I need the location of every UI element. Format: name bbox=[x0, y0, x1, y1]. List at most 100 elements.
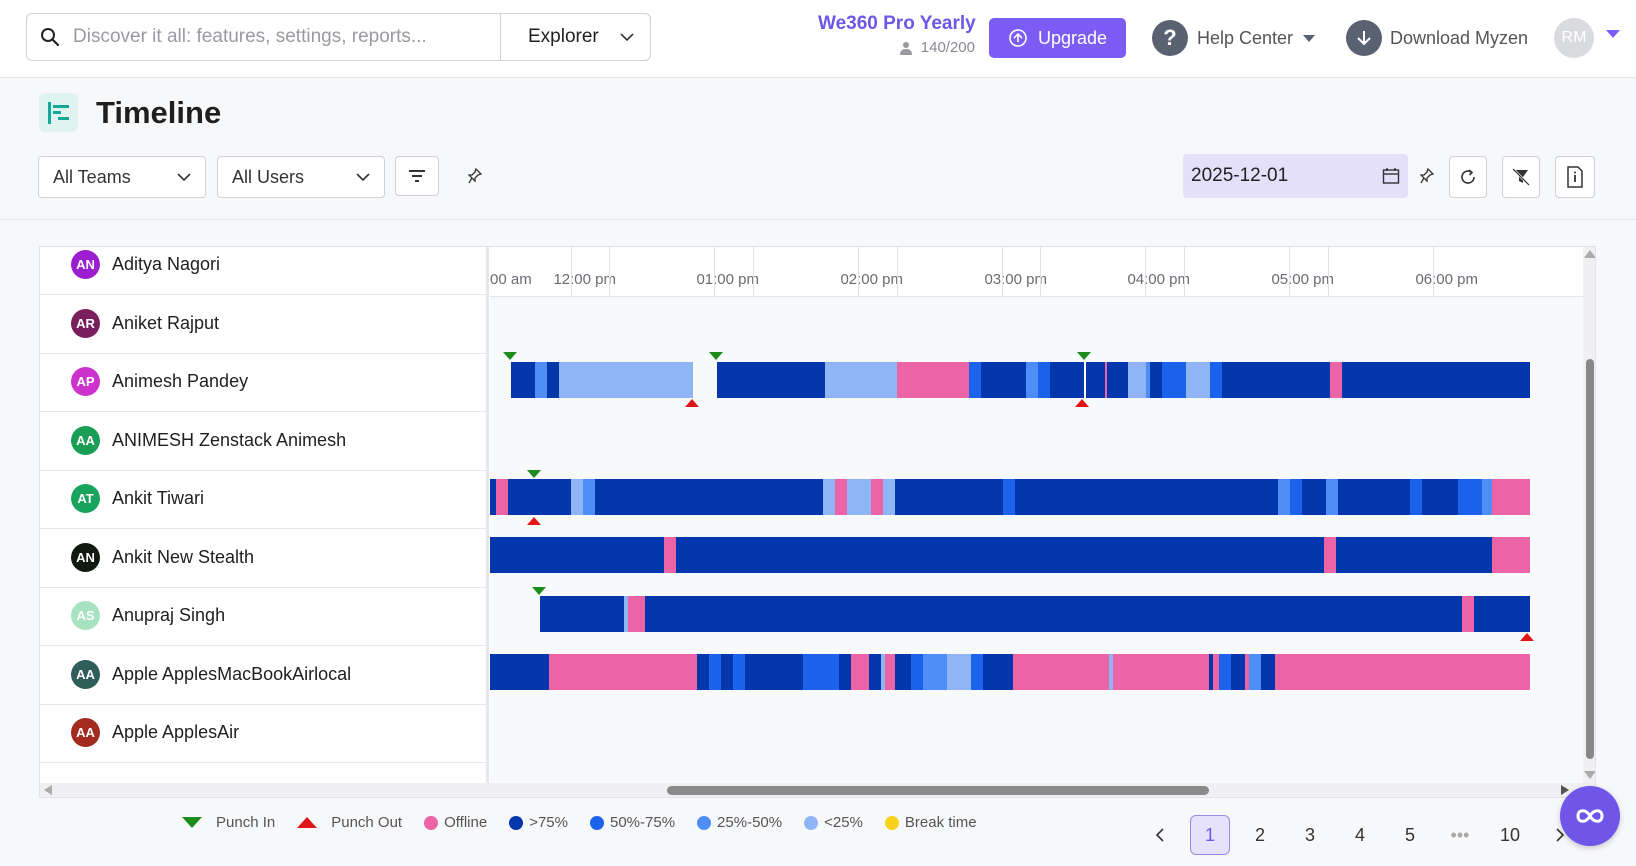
activity-segment[interactable] bbox=[664, 537, 676, 573]
activity-bar[interactable] bbox=[490, 654, 1583, 690]
date-picker[interactable]: 2025-12-01 bbox=[1183, 154, 1408, 198]
activity-segment[interactable] bbox=[1324, 537, 1336, 573]
activity-segment[interactable] bbox=[1231, 654, 1245, 690]
user-row[interactable]: AP Animesh Pandey bbox=[40, 351, 486, 412]
activity-segment[interactable] bbox=[1105, 362, 1107, 398]
filter-button[interactable] bbox=[395, 156, 439, 196]
user-name[interactable]: Apple ApplesAir bbox=[112, 721, 240, 742]
activity-segment[interactable] bbox=[823, 479, 835, 515]
search-bar[interactable]: Discover it all: features, settings, rep… bbox=[26, 13, 651, 61]
activity-segment[interactable] bbox=[839, 654, 851, 690]
activity-segment[interactable] bbox=[923, 654, 947, 690]
activity-segment[interactable] bbox=[733, 654, 745, 690]
activity-segment[interactable] bbox=[508, 479, 571, 515]
activity-segment[interactable] bbox=[1482, 479, 1492, 515]
next-page-button[interactable] bbox=[1535, 815, 1585, 855]
scroll-right-arrow-icon[interactable] bbox=[1561, 785, 1569, 795]
vertical-scroll-thumb[interactable] bbox=[1586, 359, 1594, 759]
vertical-scrollbar[interactable] bbox=[1583, 247, 1595, 783]
activity-segment[interactable] bbox=[583, 479, 595, 515]
activity-bar[interactable] bbox=[490, 479, 1583, 515]
activity-segment[interactable] bbox=[1222, 362, 1330, 398]
pin-icon[interactable] bbox=[466, 166, 484, 186]
download-myzen-button[interactable]: Download Myzen bbox=[1346, 18, 1528, 58]
activity-segment[interactable] bbox=[1210, 362, 1222, 398]
punch-in-icon[interactable] bbox=[1077, 352, 1091, 360]
activity-segment[interactable] bbox=[645, 596, 1462, 632]
activity-segment[interactable] bbox=[1128, 362, 1146, 398]
activity-segment[interactable] bbox=[490, 479, 496, 515]
search-input[interactable]: Discover it all: features, settings, rep… bbox=[73, 26, 427, 47]
activity-segment[interactable] bbox=[947, 654, 971, 690]
activity-segment[interactable] bbox=[1113, 654, 1209, 690]
activity-segment[interactable] bbox=[549, 654, 697, 690]
activity-segment[interactable] bbox=[897, 362, 969, 398]
activity-bar[interactable] bbox=[490, 596, 1583, 632]
activity-segment[interactable] bbox=[869, 654, 881, 690]
horizontal-scrollbar[interactable] bbox=[40, 783, 1595, 797]
users-dropdown[interactable]: All Users bbox=[217, 156, 385, 198]
user-name[interactable]: Aditya Nagori bbox=[112, 253, 221, 274]
avatar-caret-icon[interactable] bbox=[1606, 30, 1620, 38]
plan-name[interactable]: We360 Pro Yearly bbox=[818, 13, 976, 34]
user-name[interactable]: Aniket Rajput bbox=[112, 312, 220, 333]
activity-segment[interactable] bbox=[847, 479, 871, 515]
activity-segment[interactable] bbox=[1015, 479, 1278, 515]
scroll-down-arrow-icon[interactable] bbox=[1584, 771, 1595, 779]
activity-segment[interactable] bbox=[883, 479, 895, 515]
page-button[interactable]: 5 bbox=[1404, 824, 1415, 845]
activity-segment[interactable] bbox=[971, 654, 983, 690]
horizontal-scroll-thumb[interactable] bbox=[667, 786, 1209, 795]
activity-segment[interactable] bbox=[1278, 479, 1290, 515]
help-center-menu[interactable]: ? Help Center bbox=[1152, 18, 1316, 58]
scroll-up-arrow-icon[interactable] bbox=[1584, 250, 1595, 258]
activity-segment[interactable] bbox=[885, 654, 895, 690]
punch-in-icon[interactable] bbox=[503, 352, 517, 360]
search-scope-dropdown[interactable]: Explorer bbox=[500, 14, 650, 60]
user-row[interactable]: AN Aditya Nagori bbox=[40, 247, 486, 295]
user-name[interactable]: ANIMESH Zenstack Animesh bbox=[112, 429, 347, 450]
activity-segment[interactable] bbox=[1146, 362, 1150, 398]
prev-page-button[interactable] bbox=[1135, 815, 1185, 855]
activity-segment[interactable] bbox=[676, 537, 1324, 573]
activity-segment[interactable] bbox=[895, 479, 1003, 515]
activity-segment[interactable] bbox=[1462, 596, 1474, 632]
activity-segment[interactable] bbox=[1261, 654, 1275, 690]
report-button[interactable] bbox=[1555, 156, 1595, 198]
punch-out-icon[interactable] bbox=[1075, 399, 1089, 407]
page-button[interactable]: 3 bbox=[1304, 824, 1315, 845]
activity-segment[interactable] bbox=[1050, 362, 1084, 398]
activity-segment[interactable] bbox=[1336, 537, 1492, 573]
page-button[interactable]: 1 bbox=[1190, 815, 1230, 855]
punch-out-icon[interactable] bbox=[527, 517, 541, 525]
activity-segment[interactable] bbox=[1109, 654, 1113, 690]
activity-segment[interactable] bbox=[721, 654, 733, 690]
activity-segment[interactable] bbox=[981, 362, 1026, 398]
activity-segment[interactable] bbox=[1038, 362, 1050, 398]
activity-segment[interactable] bbox=[490, 537, 664, 573]
activity-segment[interactable] bbox=[496, 479, 508, 515]
activity-segment[interactable] bbox=[1219, 654, 1231, 690]
activity-segment[interactable] bbox=[1275, 654, 1530, 690]
user-name[interactable]: Ankit Tiwari bbox=[112, 487, 205, 508]
clear-filter-button[interactable] bbox=[1502, 156, 1540, 198]
activity-segment[interactable] bbox=[969, 362, 981, 398]
user-row[interactable]: AT Ankit Tiwari bbox=[40, 468, 486, 529]
pagination-ellipsis[interactable]: ••• bbox=[1450, 824, 1470, 845]
activity-segment[interactable] bbox=[571, 479, 583, 515]
activity-segment[interactable] bbox=[803, 654, 839, 690]
activity-segment[interactable] bbox=[1026, 362, 1038, 398]
activity-segment[interactable] bbox=[1186, 362, 1210, 398]
activity-segment[interactable] bbox=[851, 654, 869, 690]
punch-in-icon[interactable] bbox=[527, 470, 541, 478]
user-name[interactable]: Ankit New Stealth bbox=[112, 546, 255, 567]
activity-segment[interactable] bbox=[1410, 479, 1422, 515]
scroll-left-arrow-icon[interactable] bbox=[44, 785, 52, 795]
user-row[interactable]: AN Ankit New Stealth bbox=[40, 527, 486, 588]
activity-segment[interactable] bbox=[1213, 654, 1219, 690]
activity-segment[interactable] bbox=[1326, 479, 1338, 515]
activity-segment[interactable] bbox=[825, 362, 897, 398]
activity-segment[interactable] bbox=[1013, 654, 1109, 690]
activity-segment[interactable] bbox=[1150, 362, 1162, 398]
user-name[interactable]: Animesh Pandey bbox=[112, 370, 249, 391]
